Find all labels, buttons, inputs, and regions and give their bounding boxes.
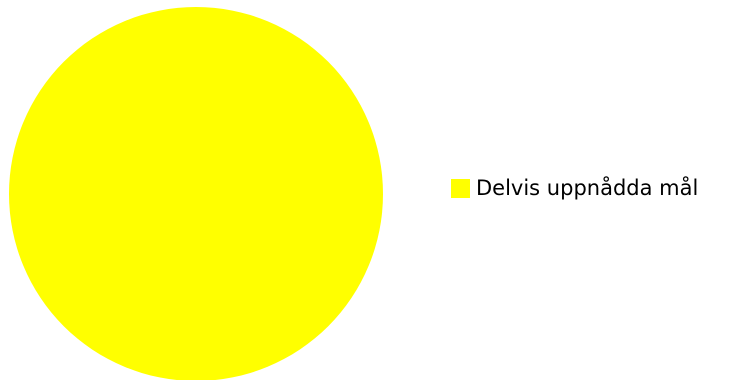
legend-swatch (451, 178, 470, 198)
legend-label: Delvis uppnådda mål (476, 176, 699, 200)
pie-slice (9, 7, 383, 380)
chart-legend: Delvis uppnådda mål (451, 176, 698, 200)
